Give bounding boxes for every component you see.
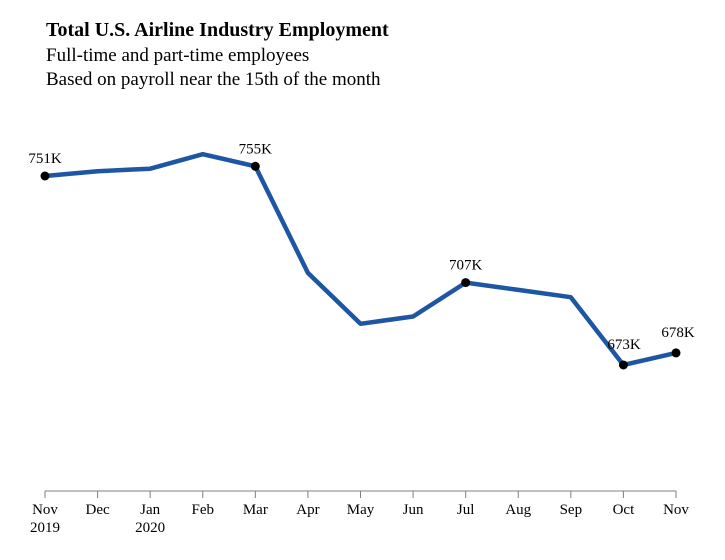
data-label: 751K xyxy=(28,151,62,167)
x-axis-tick-label: Aug xyxy=(505,502,531,518)
data-label: 755K xyxy=(239,141,273,157)
data-label: 678K xyxy=(661,325,695,341)
x-axis-tick-label: Nov xyxy=(663,502,689,518)
chart-title: Total U.S. Airline Industry Employment xyxy=(46,19,389,41)
x-axis-year-label: 2020 xyxy=(135,520,165,536)
x-axis-tick-label: Oct xyxy=(613,502,635,518)
data-point-marker xyxy=(250,161,260,171)
x-axis-tick-label: Feb xyxy=(192,502,215,518)
x-axis-tick-label: May xyxy=(347,502,375,518)
data-point-marker xyxy=(40,171,50,181)
data-label: 707K xyxy=(449,258,483,274)
x-axis-tick-label: Apr xyxy=(296,502,319,518)
x-axis-tick-label: Jun xyxy=(403,502,424,518)
series-line xyxy=(42,151,679,368)
data-label: 673K xyxy=(607,337,641,353)
chart-subtitle-line-1: Full-time and part-time employees xyxy=(46,45,310,66)
chart-subtitle-line-2: Based on payroll near the 15th of the mo… xyxy=(46,69,381,90)
x-axis-tick-label: Jul xyxy=(457,502,475,518)
x-axis-tick-label: Nov xyxy=(32,502,58,518)
x-axis-tick-label: Sep xyxy=(560,502,583,518)
data-point-marker xyxy=(671,348,681,358)
x-axis-tick-label: Dec xyxy=(86,502,110,518)
x-axis-tick-label: Mar xyxy=(243,502,268,518)
data-point-marker xyxy=(618,360,628,370)
x-axis-tick-label: Jan xyxy=(140,502,160,518)
x-axis-year-label: 2019 xyxy=(30,520,60,536)
data-point-marker xyxy=(461,278,471,288)
